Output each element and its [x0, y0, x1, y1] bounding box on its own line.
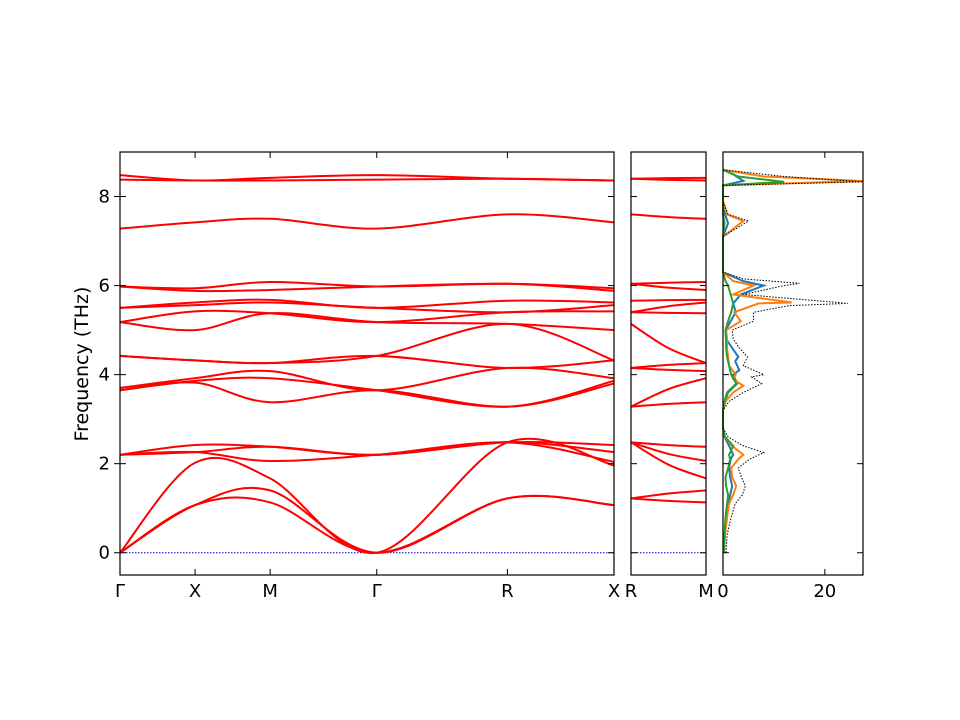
band-line: [119, 281, 615, 290]
band-line: [119, 213, 615, 230]
band-line: [119, 174, 615, 182]
band-line: [119, 298, 615, 309]
y-tick-label: 0: [99, 543, 110, 564]
y-axis-label: Frequency (THz): [71, 287, 93, 442]
band-line: [630, 281, 707, 285]
band-line: [119, 486, 615, 554]
band-line: [119, 322, 615, 365]
y-tick-label: 6: [99, 276, 110, 297]
x-tick-label: 0: [717, 581, 728, 602]
x-tick-label: 20: [813, 581, 836, 602]
x-tick-label: Γ: [372, 581, 382, 602]
band-line: [630, 311, 707, 315]
band-line: [119, 440, 615, 456]
band-line: [630, 401, 707, 408]
band-line: [630, 441, 707, 480]
y-tick-label: 8: [99, 187, 110, 208]
y-tick-label: 2: [99, 454, 110, 475]
partial-dos-panel: 0 20: [717, 151, 864, 602]
band-line: [630, 441, 707, 462]
band-line: [119, 312, 615, 332]
total-dos-line: [722, 169, 864, 553]
plot-frame: [630, 151, 707, 576]
band-line: [630, 298, 707, 302]
band-line: [119, 437, 615, 554]
x-tick-label: M: [262, 581, 278, 602]
band-line: [630, 441, 707, 448]
plot-frame: [119, 151, 615, 576]
band-line: [630, 213, 707, 220]
band-line: [630, 377, 707, 408]
band-line: [630, 323, 707, 364]
band-line: [630, 366, 707, 373]
band-line: [630, 362, 707, 369]
band-line: [630, 301, 707, 314]
band-line: [630, 176, 707, 180]
band-line: [119, 376, 615, 408]
x-tick-label: R: [625, 581, 638, 602]
x-tick-label: Γ: [115, 581, 125, 602]
x-tick-label: X: [608, 581, 620, 602]
band-line: [630, 489, 707, 500]
band-structure-main-panel: 0 2 4 6 8 Γ X M Γ R X: [99, 151, 620, 602]
partial-dos-line: [722, 168, 768, 553]
band-line: [630, 282, 707, 292]
plot-frame: [722, 151, 864, 576]
band-line: [630, 497, 707, 504]
y-tick-label: 4: [99, 365, 110, 386]
x-tick-label: M: [698, 581, 714, 602]
x-tick-label: X: [189, 581, 201, 602]
x-tick-label: R: [501, 581, 514, 602]
